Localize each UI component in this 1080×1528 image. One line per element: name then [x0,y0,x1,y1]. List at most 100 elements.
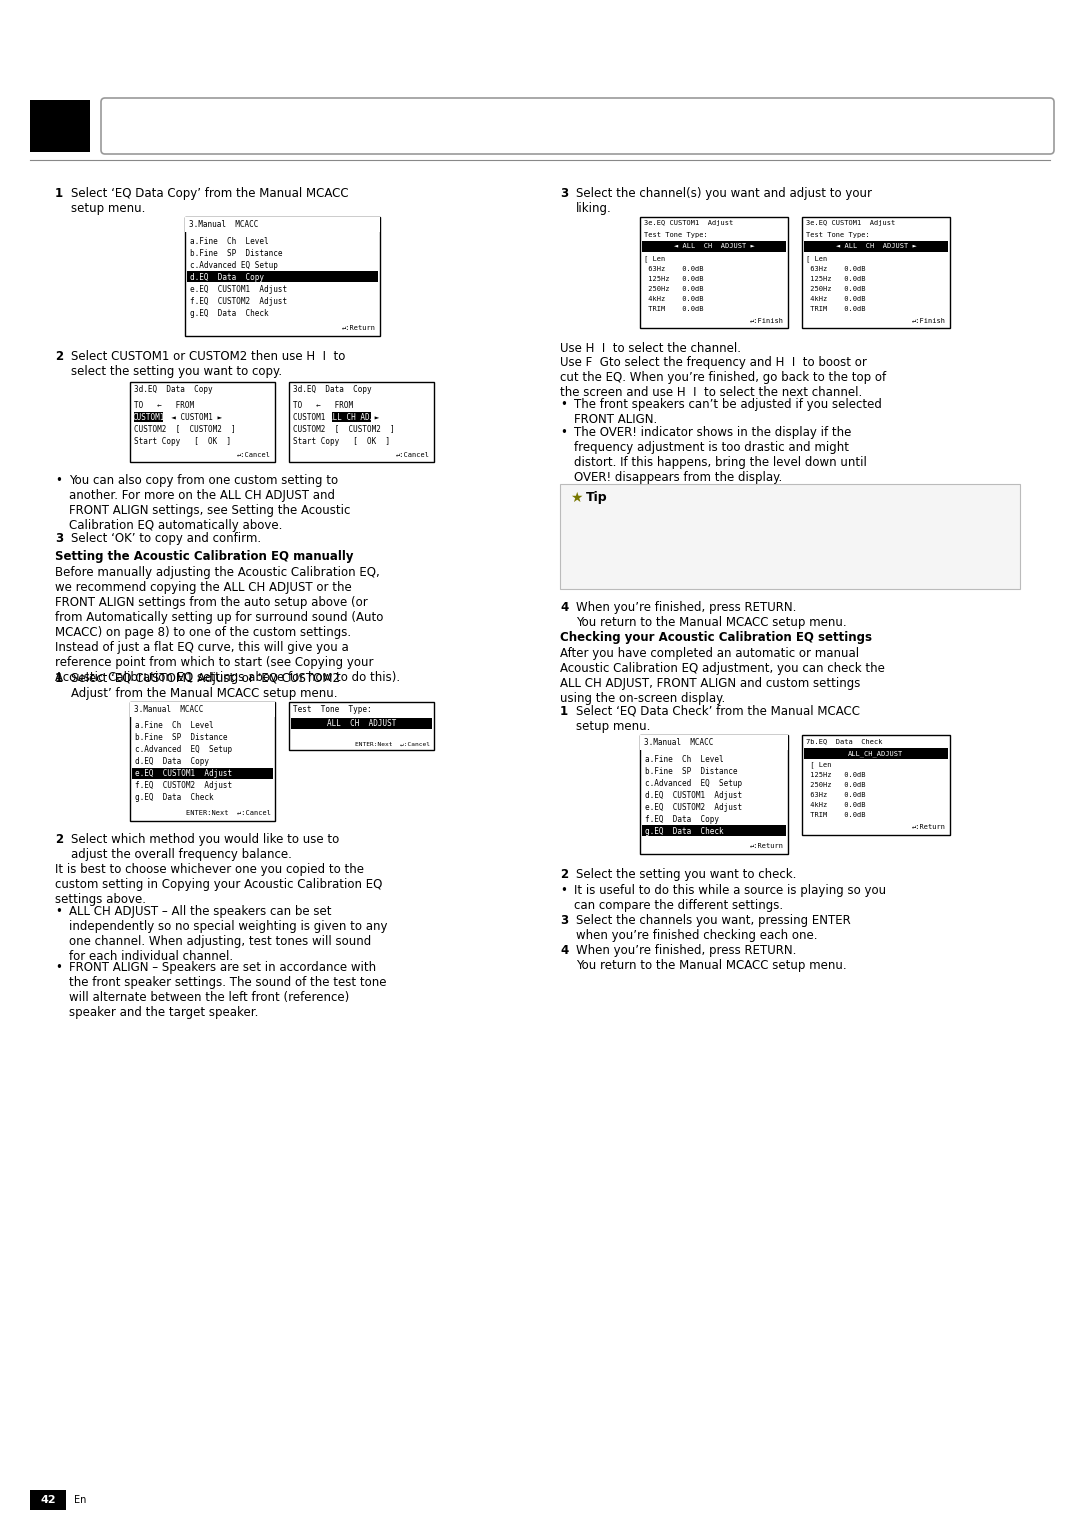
Text: TRIM    0.0dB: TRIM 0.0dB [644,306,703,312]
Text: 4kHz    0.0dB: 4kHz 0.0dB [806,802,865,808]
Text: •: • [568,510,575,520]
Bar [132,769,273,779]
Bar [804,749,948,759]
Text: 2: 2 [561,868,568,882]
Text: b.Fine  SP  Distance: b.Fine SP Distance [135,733,228,743]
Bar [30,1490,66,1510]
Text: e.EQ  CUSTOM1  Adjust: e.EQ CUSTOM1 Adjust [135,770,232,778]
Text: 3.Manual  MCACC: 3.Manual MCACC [189,220,258,229]
Text: ◄ CUSTOM1 ►: ◄ CUSTOM1 ► [162,413,222,422]
Text: c.Advanced  EQ  Setup: c.Advanced EQ Setup [645,778,742,787]
Text: Select the setting you want to check.: Select the setting you want to check. [576,868,796,882]
Bar [291,718,432,729]
Text: 42: 42 [40,1494,56,1505]
Text: b.Fine  SP  Distance: b.Fine SP Distance [645,767,738,776]
Bar [130,701,275,717]
Bar [802,735,950,834]
Text: Select ‘EQ Data Check’ from the Manual MCACC
setup menu.: Select ‘EQ Data Check’ from the Manual M… [576,704,860,733]
Text: When you’re finished, press RETURN.
You return to the Manual MCACC setup menu.: When you’re finished, press RETURN. You … [576,601,847,630]
Text: b.Fine  SP  Distance: b.Fine SP Distance [190,249,283,258]
Text: The System Setup menu: The System Setup menu [130,116,404,136]
Text: d.EQ  Data  Copy: d.EQ Data Copy [135,758,210,767]
Text: Start Copy   [  OK  ]: Start Copy [ OK ] [293,437,390,446]
Text: g.EQ  Data  Check: g.EQ Data Check [135,793,214,802]
Text: g.EQ  Data  Check: g.EQ Data Check [645,827,724,836]
Text: •: • [561,885,567,897]
Bar [802,217,950,329]
Text: [ Len: [ Len [806,255,827,263]
Text: c.Advanced  EQ  Setup: c.Advanced EQ Setup [135,746,232,755]
Text: a.Fine  Ch  Level: a.Fine Ch Level [645,755,724,764]
Text: The front speakers can’t be adjusted if you selected
FRONT ALIGN.: The front speakers can’t be adjusted if … [573,397,882,426]
Text: ↵:Finish: ↵:Finish [912,318,946,324]
Text: 1: 1 [561,704,568,718]
Text: Setting the Acoustic Calibration EQ manually: Setting the Acoustic Calibration EQ manu… [55,550,353,562]
Text: •: • [55,905,62,918]
Text: Checking your Acoustic Calibration EQ settings: Checking your Acoustic Calibration EQ se… [561,631,872,643]
Text: ↵:Return: ↵:Return [750,843,784,850]
Bar [289,701,434,750]
Text: After you have completed an automatic or manual
Acoustic Calibration EQ adjustme: After you have completed an automatic or… [561,646,885,704]
Text: TO   ←   FROM: TO ← FROM [134,400,194,410]
Text: TO   ←   FROM: TO ← FROM [293,400,353,410]
Text: ALL  CH  ADJUST: ALL CH ADJUST [327,720,396,727]
Text: Start Copy   [  OK  ]: Start Copy [ OK ] [134,437,231,446]
Bar [640,735,788,854]
Text: ►: ► [370,413,380,422]
Text: f.EQ  CUSTOM2  Adjust: f.EQ CUSTOM2 Adjust [190,296,287,306]
Text: CUSTOM1: CUSTOM1 [132,413,164,422]
Text: e.EQ  CUSTOM1  Adjust: e.EQ CUSTOM1 Adjust [190,284,287,293]
Text: ◄ ALL  CH  ADJUST ►: ◄ ALL CH ADJUST ► [836,243,916,249]
Text: When you’re finished, press RETURN.
You return to the Manual MCACC setup menu.: When you’re finished, press RETURN. You … [576,944,847,972]
Bar [640,217,788,329]
Text: •: • [561,426,567,439]
Text: 250Hz   0.0dB: 250Hz 0.0dB [806,286,865,292]
Text: [ Len: [ Len [644,255,665,263]
Text: 2: 2 [55,833,63,847]
Text: 2: 2 [55,350,63,364]
Text: 4kHz    0.0dB: 4kHz 0.0dB [644,296,703,303]
Text: 250Hz   0.0dB: 250Hz 0.0dB [806,782,865,788]
Text: Select which method you would like to use to
adjust the overall frequency balanc: Select which method you would like to us… [71,833,339,860]
Bar [187,270,378,283]
Text: ↵:Return: ↵:Return [342,325,376,332]
Text: ↵:Return: ↵:Return [912,824,946,830]
FancyBboxPatch shape [102,98,1054,154]
Text: d.EQ  CUSTOM1  Adjust: d.EQ CUSTOM1 Adjust [645,790,742,799]
Text: CUSTOM2  [  CUSTOM2  ]: CUSTOM2 [ CUSTOM2 ] [134,425,235,434]
Text: 3.Manual  MCACC: 3.Manual MCACC [644,738,714,747]
Bar [130,701,275,821]
Text: ALL_CH_ADJUST: ALL_CH_ADJUST [849,750,904,756]
Bar [30,99,90,151]
Text: FRONT ALIGN – Speakers are set in accordance with
the front speaker settings. Th: FRONT ALIGN – Speakers are set in accord… [69,961,387,1019]
Text: Select CUSTOM1 or CUSTOM2 then use H  I  to
select the setting you want to copy.: Select CUSTOM1 or CUSTOM2 then use H I t… [71,350,346,377]
Text: Select ‘EQ CUSTOM1 Adjust’ or ‘EQ CUSTOM2
Adjust’ from the Manual MCACC setup me: Select ‘EQ CUSTOM1 Adjust’ or ‘EQ CUSTOM… [71,672,340,700]
Text: •: • [55,961,62,973]
Text: d.EQ  Data  Copy: d.EQ Data Copy [190,272,264,281]
Bar [130,382,275,461]
Bar [640,735,788,750]
Bar [561,484,1020,588]
Text: TRIM    0.0dB: TRIM 0.0dB [806,811,865,817]
Text: 3: 3 [55,532,63,545]
Text: 4kHz    0.0dB: 4kHz 0.0dB [806,296,865,303]
Text: 1: 1 [55,672,63,685]
Text: ★: ★ [570,490,582,504]
Text: •: • [55,474,62,487]
Text: 63Hz    0.0dB: 63Hz 0.0dB [806,266,865,272]
Text: Use H  I  to select the channel.: Use H I to select the channel. [561,342,741,354]
Text: TRIM    0.0dB: TRIM 0.0dB [806,306,865,312]
Text: Select ‘OK’ to copy and confirm.: Select ‘OK’ to copy and confirm. [71,532,261,545]
Text: c.Advanced EQ Setup: c.Advanced EQ Setup [190,260,278,269]
Text: ALL CH ADJ: ALL CH ADJ [328,413,374,422]
Text: Test Tone Type:: Test Tone Type: [644,232,707,238]
Bar [804,241,948,252]
Text: ENTER:Next  ↵:Cancel: ENTER:Next ↵:Cancel [186,810,271,816]
Text: 1: 1 [55,186,63,200]
Text: ENTER:Next  ↵:Cancel: ENTER:Next ↵:Cancel [355,743,430,747]
Text: Select ‘EQ Data Copy’ from the Manual MCACC
setup menu.: Select ‘EQ Data Copy’ from the Manual MC… [71,186,349,215]
Text: a.Fine  Ch  Level: a.Fine Ch Level [135,721,214,730]
Bar [642,241,786,252]
Text: Use F  Gto select the frequency and H  I  to boost or
cut the EQ. When you’re fi: Use F Gto select the frequency and H I t… [561,356,886,399]
Text: ALL CH ADJUST – All the speakers can be set
independently so no special weightin: ALL CH ADJUST – All the speakers can be … [69,905,388,963]
